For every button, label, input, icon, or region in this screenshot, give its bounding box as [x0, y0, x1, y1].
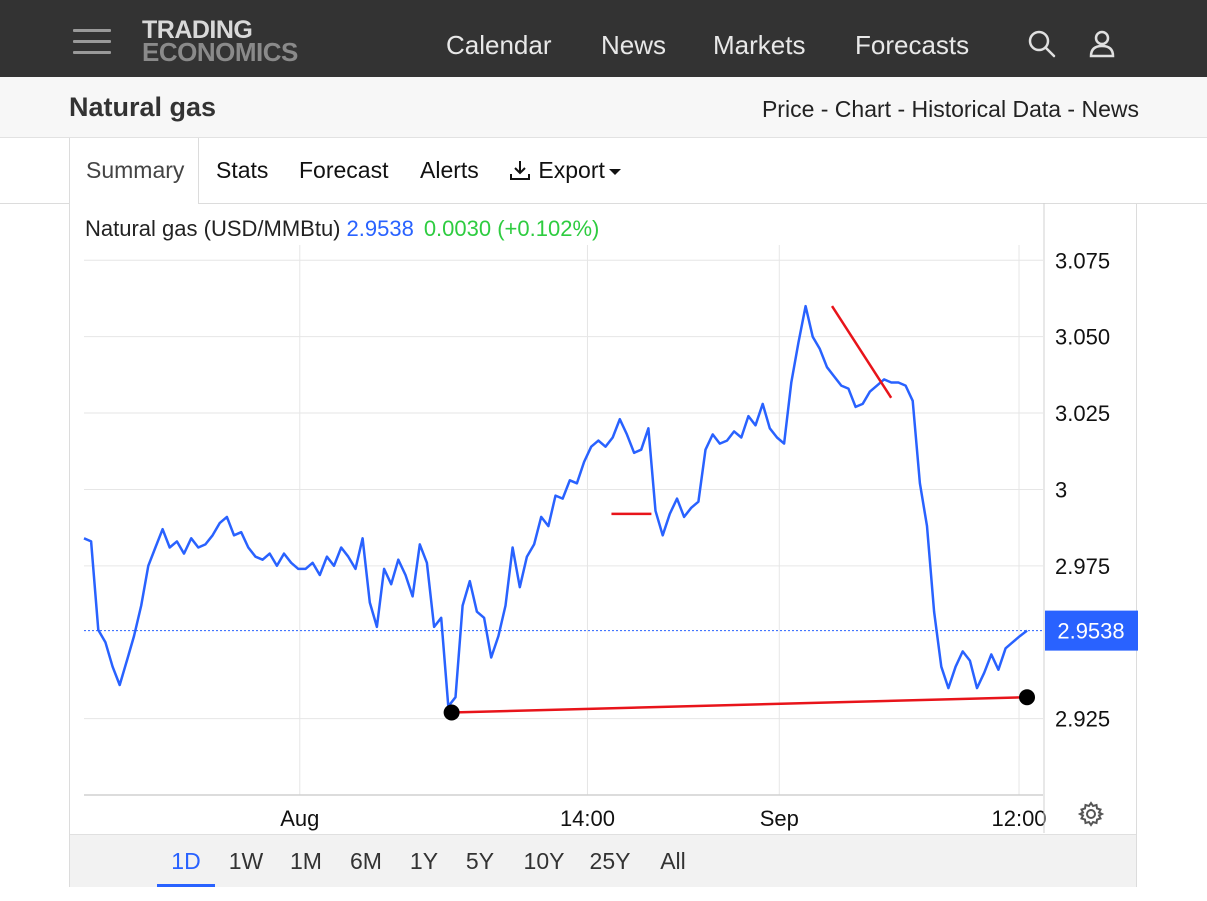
- legend-change: 0.0030 (+0.102%): [423, 216, 600, 241]
- page-header: Natural gas Price - Chart - Historical D…: [0, 77, 1207, 138]
- range-1w[interactable]: 1W: [228, 848, 264, 874]
- y-tick-label: 3.075: [1055, 248, 1110, 273]
- tab-summary[interactable]: Summary: [69, 138, 199, 204]
- trendline-drawing[interactable]: [830, 305, 893, 399]
- x-tick-label: Aug: [280, 806, 319, 831]
- brand-logo-line2: ECONOMICS: [142, 37, 298, 67]
- last-price-tag: [1045, 610, 1138, 651]
- trendline-handle[interactable]: [443, 704, 460, 721]
- gear-icon[interactable]: [1077, 800, 1105, 828]
- chevron-down-icon: [608, 168, 621, 175]
- y-tick-label: 2.975: [1055, 554, 1110, 579]
- legend-instrument: Natural gas (USD/MMBtu): [85, 216, 341, 241]
- chart-legend: Natural gas (USD/MMBtu) 2.9538 0.0030 (+0.…: [85, 216, 599, 242]
- nav-news[interactable]: News: [601, 30, 667, 60]
- x-tick-label: 14:00: [560, 806, 615, 831]
- range-25y[interactable]: 25Y: [589, 848, 631, 874]
- brand-logo-line1: TRADING: [142, 16, 253, 44]
- range-6m[interactable]: 6M: [350, 848, 382, 874]
- page-title: Natural gas: [69, 92, 217, 122]
- tab-forecast[interactable]: Forecast: [299, 157, 389, 183]
- top-navbar: TRADING ECONOMICS Calendar News Markets …: [0, 0, 1207, 77]
- y-tick-label: 3: [1055, 477, 1067, 502]
- range-all[interactable]: All: [660, 848, 686, 874]
- nav-calendar[interactable]: Calendar: [446, 30, 552, 60]
- legend-price: 2.9538: [346, 216, 414, 241]
- y-tick-label: 2.925: [1055, 707, 1110, 732]
- x-tick-label: 12:00: [991, 806, 1046, 831]
- tab-stats[interactable]: Stats: [216, 157, 269, 183]
- y-tick-label: 3.050: [1055, 325, 1110, 350]
- export-label: Export: [538, 157, 605, 183]
- tab-bar: Summary Stats Forecast Alerts Export: [0, 138, 1207, 204]
- last-price-tag-label: 2.9538: [1057, 619, 1124, 644]
- range-selector: 1D 1W 1M 6M 1Y 5Y 10Y 25Y All: [70, 834, 1136, 887]
- range-1d[interactable]: 1D: [157, 835, 215, 887]
- range-5y[interactable]: 5Y: [465, 848, 495, 874]
- trendline-drawing[interactable]: [451, 695, 1028, 714]
- x-tick-label: Sep: [760, 806, 799, 831]
- download-icon: [510, 161, 530, 180]
- y-tick-label: 3.025: [1055, 401, 1110, 426]
- user-icon[interactable]: [1086, 28, 1118, 60]
- tab-alerts[interactable]: Alerts: [420, 157, 479, 183]
- section-links[interactable]: Price - Chart - Historical Data - News: [761, 96, 1139, 122]
- hamburger-menu-icon[interactable]: [73, 27, 111, 57]
- range-10y[interactable]: 10Y: [523, 848, 565, 874]
- range-1y[interactable]: 1Y: [409, 848, 439, 874]
- price-series-line: [83, 304, 1028, 708]
- trendline-handle[interactable]: [1019, 689, 1036, 706]
- nav-markets[interactable]: Markets: [713, 30, 806, 60]
- range-1m[interactable]: 1M: [290, 848, 322, 874]
- search-icon[interactable]: [1026, 28, 1058, 60]
- brand-logo[interactable]: TRADING ECONOMICS: [142, 16, 298, 67]
- export-button[interactable]: Export: [508, 138, 621, 203]
- nav-forecasts[interactable]: Forecasts: [855, 30, 970, 60]
